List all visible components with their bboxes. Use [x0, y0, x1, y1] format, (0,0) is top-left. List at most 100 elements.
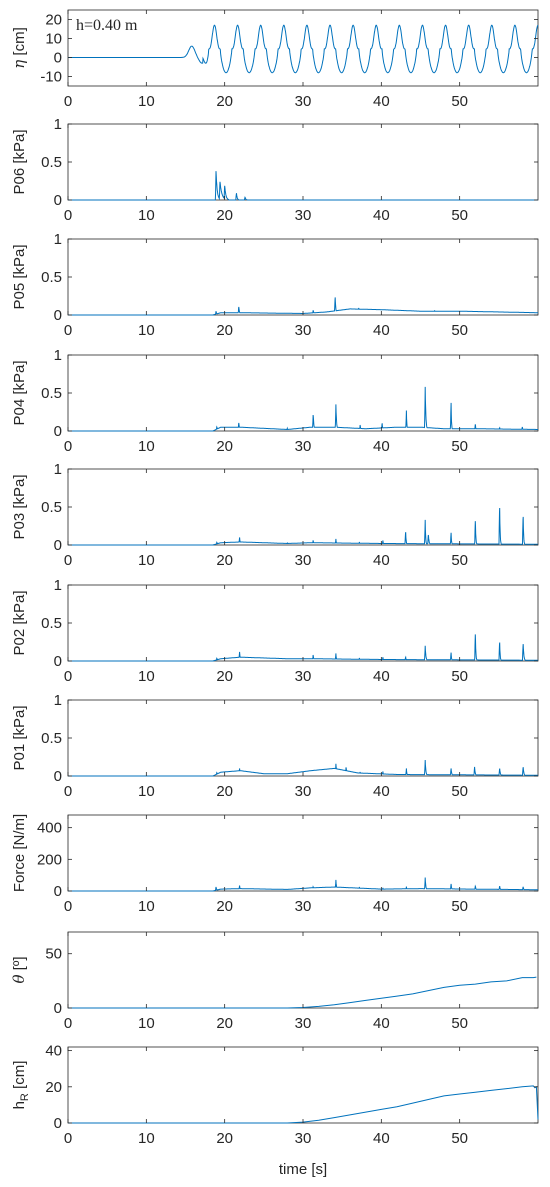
x-tick-label: 30: [295, 93, 312, 110]
y-tick-label: 50: [45, 946, 62, 963]
x-tick-label: 20: [216, 1130, 233, 1147]
x-tick-label: 0: [64, 207, 72, 224]
y-tick-label: 1: [54, 231, 62, 248]
panel-6: 0 10 20 30 40 50 0 0.5 1 P02 [kPa]: [11, 577, 539, 685]
y-tick-label: 0: [54, 653, 62, 670]
x-tick-label: 0: [64, 668, 72, 685]
panel-9: 0 10 20 30 40 50 0 50 θ [º]: [10, 931, 539, 1032]
y-tick-label: 10: [45, 31, 62, 48]
y-tick-label: 0: [54, 192, 62, 209]
x-tick-label: 50: [451, 1130, 468, 1147]
x-tick-label: 0: [64, 552, 72, 569]
x-tick-label: 40: [373, 322, 390, 339]
y-axis-label: θ [º]: [10, 956, 28, 983]
x-tick-label: 0: [64, 783, 72, 800]
y-tick-label: 200: [37, 851, 62, 868]
y-tick-label: -10: [40, 69, 62, 86]
x-tick-label: 20: [216, 668, 233, 685]
x-tick-label: 30: [295, 552, 312, 569]
y-tick-label: 1: [54, 461, 62, 478]
y-tick-label: 0: [54, 1115, 62, 1132]
y-tick-label: 0: [54, 307, 62, 324]
x-tick-label: 10: [138, 93, 155, 110]
y-tick-label: 400: [37, 820, 62, 837]
x-tick-label: 10: [138, 322, 155, 339]
plot-area: [67, 123, 539, 201]
x-tick-label: 30: [295, 1130, 312, 1147]
panel-4: 0 10 20 30 40 50 0 0.5 1 P04 [kPa]: [11, 347, 539, 455]
y-axis-label: P06 [kPa]: [11, 129, 28, 194]
x-axis-label: time [s]: [279, 1161, 327, 1178]
x-tick-label: 50: [451, 93, 468, 110]
y-tick-label: 0.5: [41, 385, 62, 402]
y-tick-label: 0: [54, 883, 62, 900]
x-tick-label: 50: [451, 207, 468, 224]
plot-area: [67, 699, 539, 777]
y-tick-label: 0: [54, 50, 62, 67]
x-tick-label: 30: [295, 207, 312, 224]
series-line: [68, 1085, 539, 1124]
x-tick-label: 0: [64, 322, 72, 339]
x-tick-label: 50: [451, 322, 468, 339]
x-tick-label: 40: [373, 783, 390, 800]
x-tick-label: 10: [138, 552, 155, 569]
x-tick-label: 30: [295, 668, 312, 685]
x-tick-label: 10: [138, 207, 155, 224]
panel-2: 0 10 20 30 40 50 0 0.5 1 P06 [kPa]: [11, 116, 539, 224]
x-tick-label: 40: [373, 1130, 390, 1147]
y-axis-label: P01 [kPa]: [11, 705, 28, 770]
x-tick-label: 0: [64, 1130, 72, 1147]
x-tick-label: 50: [451, 552, 468, 569]
x-tick-label: 50: [451, 898, 468, 915]
plot-area: [67, 238, 539, 316]
plot-area: [67, 354, 539, 432]
y-axis-label: P03 [kPa]: [11, 474, 28, 539]
x-tick-label: 50: [451, 1015, 468, 1032]
y-tick-label: 20: [45, 1079, 62, 1096]
x-tick-label: 0: [64, 1015, 72, 1032]
x-tick-label: 10: [138, 1130, 155, 1147]
y-tick-label: 20: [45, 12, 62, 29]
x-tick-label: 40: [373, 552, 390, 569]
plot-area: [67, 9, 539, 87]
x-tick-label: 20: [216, 93, 233, 110]
plot-area: [67, 1046, 539, 1124]
x-tick-label: 20: [216, 898, 233, 915]
panel-3: 0 10 20 30 40 50 0 0.5 1 P05 [kPa]: [11, 231, 539, 339]
x-tick-label: 40: [373, 668, 390, 685]
x-tick-label: 10: [138, 783, 155, 800]
y-axis-label: η [cm]: [10, 27, 28, 69]
x-tick-label: 10: [138, 1015, 155, 1032]
x-tick-label: 30: [295, 783, 312, 800]
y-axis-label: P02 [kPa]: [11, 590, 28, 655]
x-tick-label: 20: [216, 552, 233, 569]
x-tick-label: 20: [216, 207, 233, 224]
series-line: [68, 976, 537, 1009]
y-tick-label: 0: [54, 768, 62, 785]
x-tick-label: 30: [295, 438, 312, 455]
x-tick-label: 20: [216, 438, 233, 455]
x-tick-label: 40: [373, 898, 390, 915]
x-tick-label: 50: [451, 783, 468, 800]
x-tick-label: 30: [295, 1015, 312, 1032]
y-axis-label: hR [cm]: [11, 1061, 31, 1110]
x-tick-label: 10: [138, 438, 155, 455]
x-tick-label: 40: [373, 438, 390, 455]
plot-area: [67, 584, 539, 662]
y-tick-label: 40: [45, 1043, 62, 1060]
y-axis-label: Force [N/m]: [11, 814, 28, 892]
series-line: [68, 24, 539, 74]
x-tick-label: 40: [373, 1015, 390, 1032]
panel-5: 0 10 20 30 40 50 0 0.5 1 P03 [kPa]: [11, 461, 539, 569]
plot-area: [67, 931, 539, 1009]
x-tick-label: 20: [216, 1015, 233, 1032]
x-tick-label: 0: [64, 438, 72, 455]
x-tick-label: 20: [216, 783, 233, 800]
x-tick-label: 40: [373, 93, 390, 110]
x-tick-label: 10: [138, 898, 155, 915]
y-tick-label: 1: [54, 116, 62, 133]
panel-7: 0 10 20 30 40 50 0 0.5 1 P01 [kPa]: [11, 692, 539, 800]
